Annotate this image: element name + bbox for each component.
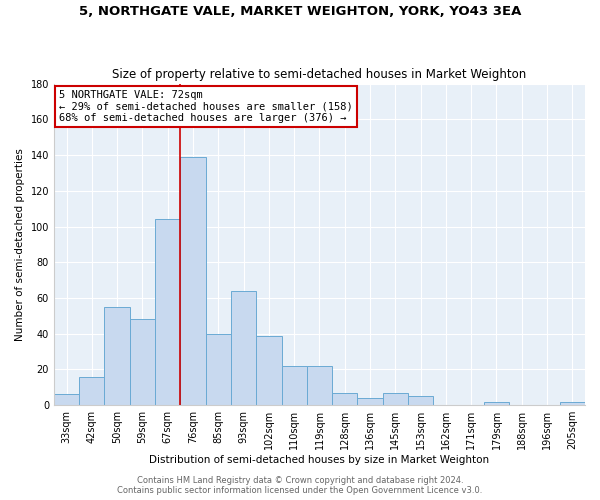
X-axis label: Distribution of semi-detached houses by size in Market Weighton: Distribution of semi-detached houses by …: [149, 455, 490, 465]
Bar: [358, 398, 383, 405]
Bar: [560, 402, 585, 405]
Bar: [206, 334, 231, 405]
Bar: [181, 157, 206, 405]
Bar: [256, 336, 281, 405]
Bar: [54, 394, 79, 405]
Bar: [332, 392, 358, 405]
Bar: [104, 307, 130, 405]
Bar: [408, 396, 433, 405]
Bar: [130, 320, 155, 405]
Bar: [79, 376, 104, 405]
Bar: [231, 291, 256, 405]
Bar: [307, 366, 332, 405]
Y-axis label: Number of semi-detached properties: Number of semi-detached properties: [15, 148, 25, 341]
Bar: [383, 392, 408, 405]
Bar: [484, 402, 509, 405]
Text: 5 NORTHGATE VALE: 72sqm
← 29% of semi-detached houses are smaller (158)
68% of s: 5 NORTHGATE VALE: 72sqm ← 29% of semi-de…: [59, 90, 353, 123]
Bar: [155, 220, 181, 405]
Text: 5, NORTHGATE VALE, MARKET WEIGHTON, YORK, YO43 3EA: 5, NORTHGATE VALE, MARKET WEIGHTON, YORK…: [79, 5, 521, 18]
Text: Contains HM Land Registry data © Crown copyright and database right 2024.
Contai: Contains HM Land Registry data © Crown c…: [118, 476, 482, 495]
Title: Size of property relative to semi-detached houses in Market Weighton: Size of property relative to semi-detach…: [112, 68, 527, 81]
Bar: [281, 366, 307, 405]
